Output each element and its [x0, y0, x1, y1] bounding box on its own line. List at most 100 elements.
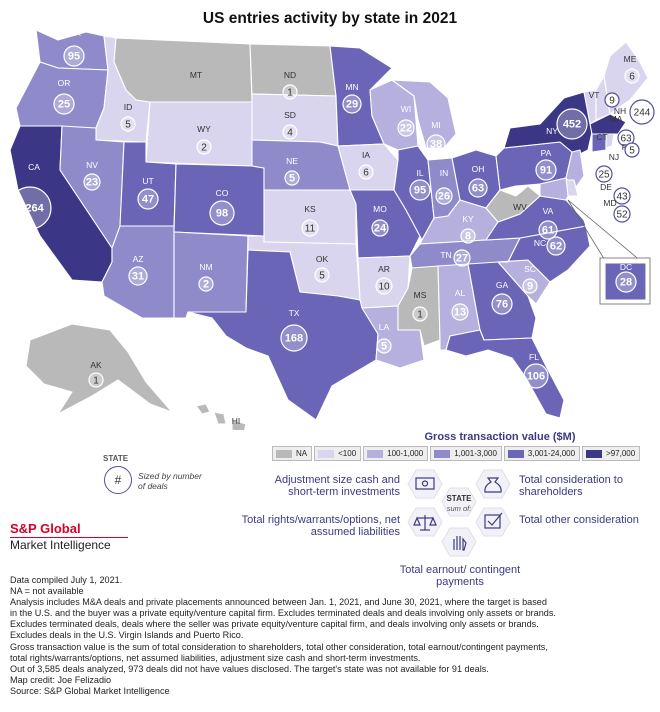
note-line: in the U.S. and the buyer was a private …: [10, 608, 556, 619]
state-wv[interactable]: [485, 185, 541, 223]
deal-bubble-nd: [282, 84, 298, 100]
state-dc[interactable]: [604, 262, 647, 301]
legend-swatch-1001-3000: [434, 449, 451, 458]
deal-count-wi: 22: [400, 123, 412, 135]
deal-count-ks: 11: [305, 224, 316, 235]
state-fl[interactable]: [445, 329, 565, 419]
color-legend: NA <100 100-1,000 1,001-3,000 3,001-24,0…: [272, 446, 641, 461]
note-line: Analysis includes M&A deals and private …: [10, 597, 547, 608]
state-nm[interactable]: [173, 231, 249, 319]
deal-count-nj: 25: [598, 170, 610, 181]
note-line: Out of 3,585 deals analyzed, 973 deals d…: [10, 663, 489, 674]
deal-bubble-va: [538, 220, 558, 240]
state-wy[interactable]: [145, 101, 253, 167]
state-label-me: ME: [624, 54, 637, 64]
state-ma[interactable]: [589, 113, 627, 135]
deal-bubble-in: [435, 187, 453, 205]
deal-count-fl: 106: [527, 371, 545, 383]
legend-item-lt100: <100: [314, 446, 362, 461]
state-label-ct: CT: [596, 132, 607, 142]
state-ct[interactable]: [591, 133, 607, 153]
state-label-wi: WI: [401, 104, 411, 114]
deal-count-va: 61: [542, 225, 554, 237]
deal-bubble-wi: [397, 119, 415, 137]
state-label-ut: UT: [142, 176, 153, 186]
deal-count-ia: 6: [363, 168, 369, 179]
deal-count-sc: 9: [527, 281, 533, 293]
deal-bubble-ma: [629, 99, 655, 125]
deal-count-nd: 1: [287, 88, 293, 99]
map-title: US entries activity by state in 2021: [202, 10, 458, 27]
deal-bubble-ks: [301, 219, 319, 237]
state-ks[interactable]: [263, 189, 357, 245]
deal-bubble-ny: [556, 108, 588, 140]
deal-count-ak: 1: [93, 376, 99, 387]
deal-count-ri: 5: [629, 146, 635, 157]
state-tx[interactable]: [187, 249, 379, 421]
legend-swatch-lt100: [318, 449, 335, 458]
deal-count-dc: 28: [620, 277, 632, 289]
deal-count-az: 31: [132, 271, 144, 283]
legend-swatch-100-1000: [367, 449, 384, 458]
deal-bubble-mn: [342, 94, 362, 114]
state-label-ks: KS: [304, 204, 316, 214]
state-label-wa: WA: [67, 28, 81, 38]
state-md[interactable]: [539, 177, 569, 201]
legend-label-lt100: <100: [338, 449, 357, 458]
legend-label-na: NA: [296, 449, 308, 458]
deal-bubble-mo: [371, 219, 389, 237]
deal-bubble-al: [451, 303, 469, 321]
state-label-ne: NE: [286, 156, 298, 166]
state-label-nj: NJ: [609, 152, 619, 162]
hex-adjustment-size: [407, 469, 443, 499]
center-sum-label: sum of:: [447, 504, 472, 513]
state-ri[interactable]: [605, 133, 615, 149]
state-hi[interactable]: [195, 403, 247, 430]
deal-bubble-sd: [282, 124, 298, 140]
note-line: Map credit: Joe Felizadio: [10, 674, 112, 685]
state-label-vt: VT: [589, 90, 600, 100]
deal-count-la: 5: [381, 341, 387, 353]
deal-count-wy: 2: [201, 143, 207, 154]
deal-bubble-nj: [595, 165, 613, 183]
state-ne[interactable]: [251, 139, 351, 191]
deal-count-nm: 2: [203, 279, 209, 291]
state-label-va: VA: [543, 206, 554, 216]
state-label-ia: IA: [362, 150, 370, 160]
state-sd[interactable]: [251, 93, 339, 147]
brand-name: S&P Global: [10, 521, 81, 536]
us-states-map: WA95OR25CA1,264ID5NV23MTWY2UT47AZ31CO98N…: [8, 28, 655, 430]
deal-count-or: 25: [58, 99, 70, 111]
footnotes: Data compiled July 1, 2021. NA = not ava…: [10, 575, 655, 697]
legend-label-100-1000: 100-1,000: [387, 449, 424, 458]
deal-count-al: 13: [454, 307, 466, 319]
state-label-id: ID: [124, 102, 133, 112]
deal-bubble-de: [613, 187, 631, 205]
hex-center: [441, 487, 477, 517]
state-label-nh: NH: [614, 106, 626, 116]
deal-bubble-ia: [358, 164, 374, 180]
state-label-or: OR: [58, 78, 71, 88]
state-label-mt: MT: [190, 70, 202, 80]
legend-swatch-gt97000: [586, 449, 603, 458]
state-ak[interactable]: [25, 323, 173, 415]
deal-count-co: 98: [216, 208, 228, 220]
state-label-wy: WY: [197, 124, 211, 134]
deal-count-il: 95: [414, 185, 426, 197]
deal-count-ma: 244: [634, 108, 651, 119]
state-label-ms: MS: [414, 290, 427, 300]
state-label-pa: PA: [541, 148, 552, 158]
deal-bubble-ms: [412, 306, 428, 322]
deal-bubble-ne: [284, 170, 300, 186]
state-label-la: LA: [379, 322, 390, 332]
note-line: total rights/warrants/options, net assum…: [10, 652, 421, 663]
state-mt[interactable]: [113, 37, 253, 103]
note-line: Excludes deals in the U.S. Virgin Island…: [10, 630, 244, 641]
legend-item-gt97000: >97,000: [582, 446, 641, 461]
deal-count-id: 5: [125, 120, 131, 131]
deal-count-sd: 4: [287, 128, 293, 139]
state-key-label: STATE: [103, 454, 129, 463]
brand-subname: Market Intelligence: [10, 538, 111, 552]
state-label-sd: SD: [284, 110, 296, 120]
note-line: Gross transaction value is the sum of to…: [10, 641, 548, 652]
